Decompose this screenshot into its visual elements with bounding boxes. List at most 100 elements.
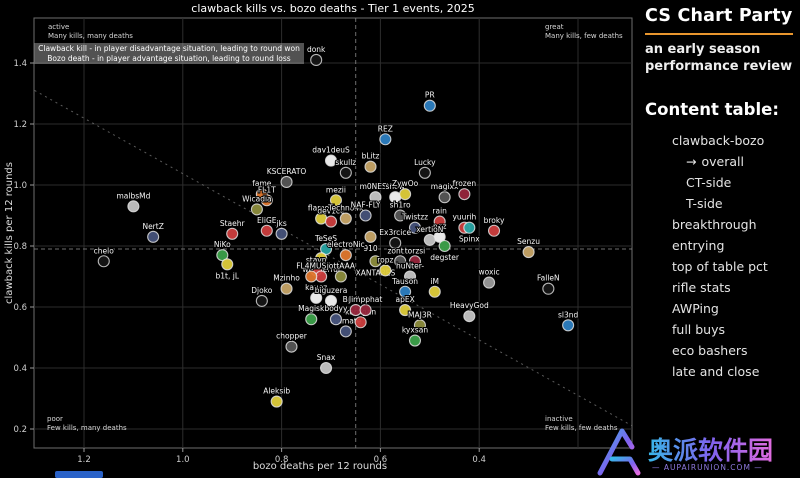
scatter-point-skullz [339, 166, 352, 179]
scatter-point-XANTARES [369, 255, 382, 268]
scatter-point-REZ [379, 133, 392, 146]
point-label-jottAAA: jottAAA [326, 262, 356, 271]
y-tick-label: 1.2 [13, 120, 27, 130]
quadrant-label-active: active Many kills, many deaths [48, 23, 133, 40]
point-label-kyxsan: kyxsan [402, 326, 428, 335]
point-label-biguzera: biguzera [315, 286, 348, 295]
content-table-item-label: late and close [672, 364, 760, 379]
point-label-NertZ: NertZ [142, 222, 163, 231]
scatter-point-malbsMd [127, 200, 140, 213]
point-label-FalleN: FalleN [537, 274, 560, 283]
content-table-item-t-side[interactable]: T-side [638, 193, 800, 214]
scatter-point-xertioN [423, 233, 436, 246]
point-label-torzsi: torzsi [405, 246, 426, 255]
scatter-point-jottAAA [334, 270, 347, 283]
scatter-point-iM [428, 285, 441, 298]
point-label-jks: jks [275, 219, 286, 228]
point-label-rain: rain [432, 207, 447, 216]
point-label-stavn: stavn [306, 255, 327, 264]
scatter-points: donk PR REZ dav1deuS skullz bLitz Lucky KSCERAT… [93, 44, 579, 408]
bozo-definition: Bozo death - in player advantage situati… [47, 53, 291, 63]
active-item-arrow-icon: → [686, 154, 697, 169]
y-axis-label: clawback kills per 12 rounds [4, 162, 15, 304]
point-label-Jabbi: Jabbi [311, 262, 330, 271]
point-label-Brollan: Brollan [343, 295, 369, 304]
scatter-point-TeSeS [320, 243, 333, 256]
content-table-item-label: top of table pct [672, 259, 768, 274]
point-label-910: 910 [363, 244, 378, 253]
scatter-point-Lucky [418, 166, 431, 179]
scatter-point-Techno4k [339, 212, 352, 225]
point-label-REZ: REZ [378, 124, 393, 133]
content-table-item-ct-side[interactable]: CT-side [638, 172, 800, 193]
scatter-point-torzsi [408, 255, 422, 268]
content-table-item-rifle-stats[interactable]: rifle stats [638, 277, 800, 298]
content-table-item-eco-bashers[interactable]: eco bashers [638, 340, 800, 361]
content-table-item-label: eco bashers [672, 343, 748, 358]
point-label-chelo: chelo [94, 246, 115, 255]
content-table-item-clawback-bozo[interactable]: clawback-bozo [638, 130, 800, 151]
point-label-Aleksib: Aleksib [263, 387, 290, 396]
scatter-point-PR [423, 99, 436, 112]
scatter-point-Staehr [226, 227, 239, 240]
point-label-Djoko: Djoko [251, 286, 273, 295]
scatter-point-w0nderful [315, 252, 328, 265]
content-table-item-breakthrough[interactable]: breakthrough [638, 214, 800, 235]
diagonal-reference-line [34, 90, 633, 427]
point-label-HeavyGod: HeavyGod [450, 301, 489, 310]
point-label-flameZ: flameZ [308, 204, 334, 213]
scatter-point-Mzinho [280, 282, 293, 295]
point-label-sl3nd: sl3nd [558, 310, 579, 319]
point-label-nqz: nqz [433, 222, 447, 231]
content-table-item-label: entrying [672, 238, 725, 253]
point-label-yuurih: yuurih [452, 213, 476, 222]
x-tick-label: 0.4 [472, 455, 486, 465]
point-label-frozen: frozen [453, 179, 477, 188]
content-table-item-top-of-table-pct[interactable]: top of table pct [638, 256, 800, 277]
point-label-Tauson: Tauson [391, 277, 418, 286]
scatter-point-KSCERATO [280, 175, 293, 188]
scatter-point-HeavyGod [463, 310, 476, 323]
content-table-item-entrying[interactable]: entrying [638, 235, 800, 256]
scatter-point-woxic [483, 276, 496, 289]
point-label-broky: broky [484, 216, 505, 225]
scatter-point-electroNic [339, 249, 352, 262]
scatter-point-chopper [285, 340, 298, 353]
scatter-point-huNter- [403, 270, 417, 283]
quadrant-label-great: great Many kills, few deaths [545, 23, 623, 40]
scatter-point-910 [364, 230, 377, 243]
content-table-item-label: full buys [672, 322, 726, 337]
scatter-point-apEX [399, 303, 412, 317]
scatter-point-Senzu [522, 246, 535, 259]
content-table-item-full-buys[interactable]: full buys [638, 319, 800, 340]
point-label-donk: donk [307, 45, 326, 54]
content-table-item-label: breakthrough [672, 217, 757, 232]
point-label-b1t, jL: b1t, jL [216, 271, 240, 280]
point-label-malbsMd: malbsMd [116, 191, 150, 200]
scatter-point-bodyy [329, 313, 342, 326]
point-label-huNter-: huNter- [396, 262, 424, 271]
quadrant-label-inactive: inactive Few kills, few deaths [545, 415, 618, 432]
content-table-item-awping[interactable]: AWPing [638, 298, 800, 319]
point-label-Senzu: Senzu [517, 237, 540, 246]
point-label-bLitz: bLitz [362, 152, 380, 161]
sidebar: CS Chart Party an early season performan… [638, 0, 800, 478]
point-label-fame: fame [252, 179, 272, 188]
scatter-point-ultimate [339, 325, 352, 338]
x-tick-label: 0.6 [374, 455, 388, 465]
content-table-item-late-and-close[interactable]: late and close [638, 361, 800, 382]
scatter-point-m0NESY [369, 191, 382, 204]
sidebar-title: CS Chart Party [645, 6, 793, 26]
content-table-item-overall[interactable]: → overall [638, 151, 800, 172]
point-label-kauez: kauez [305, 283, 327, 292]
axis-ticks: 1.2 1.0 0.8 0.6 0.4 1.4 1.2 1.0 0.8 0.6 0.4 0.2 [13, 59, 485, 465]
point-label-sh1ro: sh1ro [390, 201, 411, 210]
scatter-point-bLitz [364, 160, 377, 173]
scatter-point-Jimpphat [359, 303, 372, 317]
scatter-point-zont1x [394, 255, 407, 268]
y-tick-label: 1.4 [13, 59, 27, 69]
watermark-logo-icon [597, 428, 641, 476]
bottom-left-blue-strip [55, 471, 103, 478]
scatter-point-kyxsan [408, 334, 422, 347]
